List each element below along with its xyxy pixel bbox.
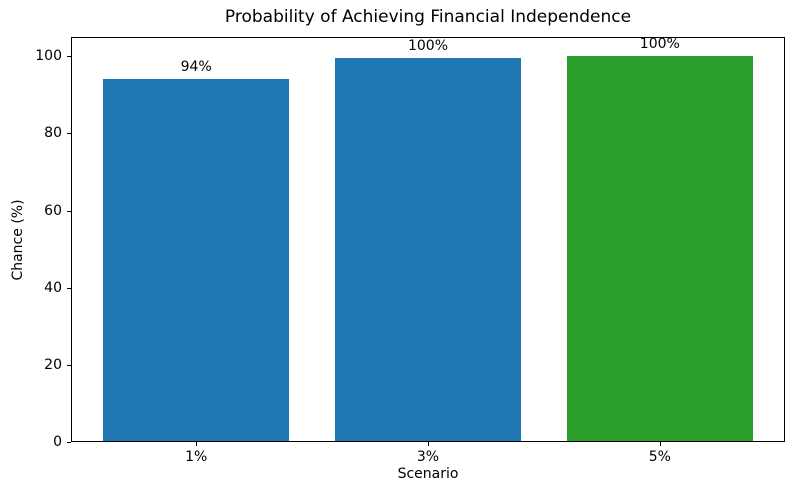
y-tick-mark — [67, 442, 71, 443]
y-tick-label: 40 — [44, 279, 62, 296]
x-tick-label: 5% — [648, 449, 671, 465]
chart-title: Probability of Achieving Financial Indep… — [224, 7, 632, 27]
y-tick-label: 20 — [44, 356, 62, 373]
bar-value-label: 100% — [407, 38, 449, 55]
x-tick-mark — [428, 442, 429, 446]
bar-value-label: 100% — [639, 36, 680, 53]
y-axis-label: Chance (%) — [10, 199, 26, 281]
y-tick-label: 60 — [44, 202, 62, 219]
x-tick-label: 1% — [185, 449, 208, 465]
y-tick-mark — [67, 364, 71, 366]
y-tick-mark — [67, 133, 71, 135]
y-tick-label: 100 — [35, 48, 62, 65]
bar-5pct — [567, 56, 753, 441]
y-tick-mark — [67, 210, 71, 212]
y-tick-label: 80 — [44, 125, 62, 142]
x-tick-mark — [196, 442, 198, 446]
bar-1pct — [103, 79, 289, 441]
x-tick-label: 3% — [416, 449, 440, 465]
bar-3pct — [335, 58, 521, 441]
y-tick-mark — [67, 287, 71, 289]
y-tick-mark — [67, 56, 71, 58]
bar-value-label: 94% — [180, 59, 212, 76]
x-axis-label: Scenario — [397, 466, 459, 482]
y-tick-label: 0 — [53, 434, 62, 450]
x-tick-mark — [659, 442, 661, 446]
